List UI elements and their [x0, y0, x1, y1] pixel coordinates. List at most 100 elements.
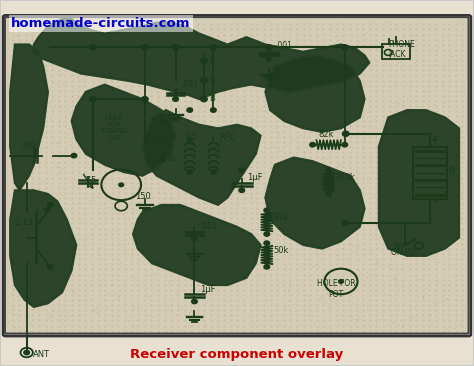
Point	[149, 307, 157, 313]
Point	[366, 255, 374, 261]
Point	[175, 193, 182, 198]
Point	[263, 46, 271, 52]
Point	[132, 88, 140, 94]
Point	[189, 30, 197, 36]
Point	[74, 281, 82, 287]
Point	[56, 61, 64, 67]
Point	[221, 316, 229, 322]
Point	[216, 170, 224, 176]
Point	[240, 66, 248, 72]
Point	[19, 83, 27, 89]
Point	[239, 47, 246, 53]
Point	[182, 242, 189, 248]
Point	[259, 108, 267, 114]
Point	[347, 163, 355, 169]
Point	[363, 300, 371, 306]
Point	[59, 301, 67, 307]
Point	[356, 309, 364, 315]
Point	[275, 34, 283, 40]
Point	[219, 113, 227, 119]
Point	[189, 157, 196, 163]
Point	[59, 309, 66, 314]
Circle shape	[342, 221, 349, 226]
Point	[295, 25, 303, 30]
Point	[213, 157, 220, 163]
Point	[399, 284, 407, 290]
Point	[228, 277, 236, 283]
Point	[300, 20, 307, 26]
Point	[243, 152, 250, 157]
Point	[210, 90, 217, 96]
Point	[169, 281, 177, 287]
Point	[430, 163, 438, 169]
Circle shape	[71, 153, 77, 158]
Point	[192, 284, 200, 290]
Point	[377, 211, 384, 217]
Point	[57, 71, 65, 77]
Point	[258, 255, 266, 261]
Point	[264, 200, 271, 206]
Point	[49, 66, 56, 72]
Point	[255, 97, 263, 102]
Point	[94, 252, 101, 258]
Point	[403, 260, 411, 266]
Point	[202, 326, 210, 332]
Point	[329, 114, 337, 120]
Point	[137, 83, 145, 89]
Point	[190, 161, 198, 167]
Point	[68, 179, 75, 185]
Point	[342, 321, 349, 327]
Point	[83, 318, 91, 324]
Point	[240, 113, 247, 119]
Point	[264, 317, 271, 322]
Point	[426, 161, 433, 167]
Point	[430, 37, 438, 42]
Point	[458, 19, 466, 25]
Point	[191, 84, 199, 90]
Point	[42, 188, 49, 194]
Point	[374, 212, 382, 218]
Point	[365, 139, 373, 145]
Point	[114, 51, 121, 57]
Point	[349, 34, 357, 40]
Point	[12, 132, 20, 138]
Point	[131, 184, 138, 190]
Point	[18, 187, 26, 193]
Point	[454, 235, 461, 241]
Point	[432, 183, 440, 188]
Point	[331, 74, 338, 79]
Point	[264, 17, 271, 23]
Point	[150, 259, 158, 265]
Point	[254, 72, 261, 78]
Point	[221, 261, 229, 267]
Point	[195, 244, 202, 250]
Point	[299, 261, 306, 267]
Point	[283, 236, 290, 242]
Point	[149, 314, 157, 320]
Point	[404, 126, 411, 132]
Point	[90, 107, 98, 113]
Point	[132, 134, 139, 140]
Point	[159, 184, 166, 190]
Point	[196, 105, 203, 111]
Point	[155, 238, 162, 244]
Point	[458, 175, 465, 180]
Point	[102, 304, 110, 310]
Point	[410, 130, 418, 136]
Point	[289, 227, 296, 233]
Point	[91, 113, 99, 119]
Point	[273, 200, 281, 206]
Point	[109, 238, 117, 244]
Polygon shape	[265, 157, 365, 249]
Point	[46, 311, 54, 317]
Point	[287, 297, 295, 303]
Point	[383, 149, 390, 154]
Point	[105, 112, 112, 118]
Point	[462, 287, 469, 293]
Point	[215, 243, 223, 249]
Point	[128, 253, 136, 259]
Point	[177, 273, 185, 279]
Point	[278, 68, 285, 74]
Point	[114, 142, 121, 147]
Point	[236, 100, 244, 105]
